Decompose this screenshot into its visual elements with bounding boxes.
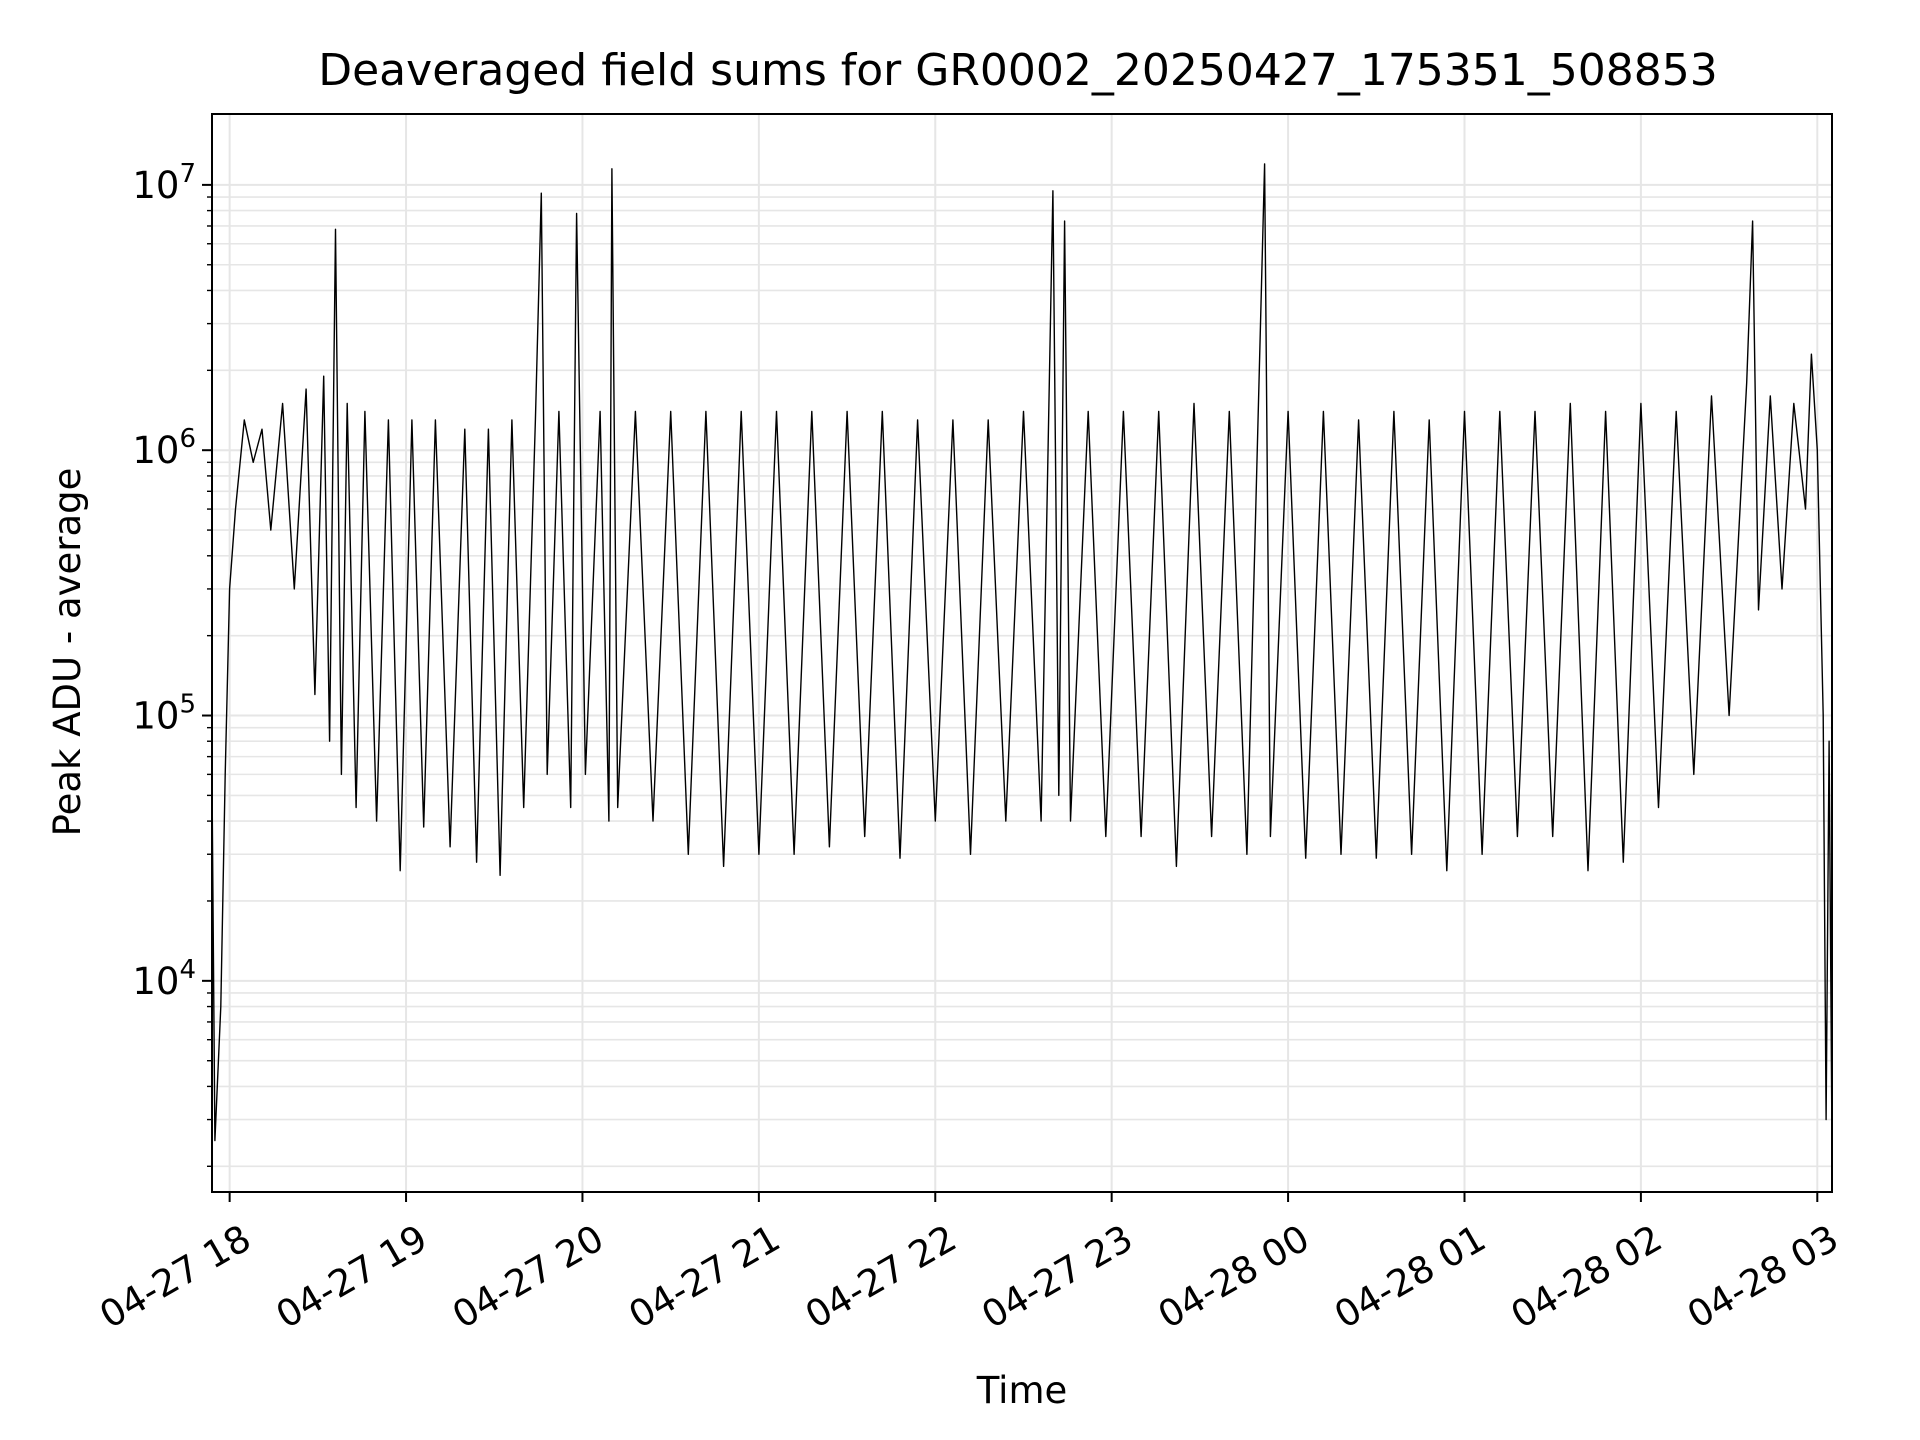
y-axis: 104 105 106 107 — [132, 159, 212, 1167]
x-axis-label: Time — [976, 1369, 1068, 1412]
y-axis-label: Peak ADU - average — [46, 468, 89, 837]
grid — [212, 114, 1832, 1192]
chart-title: Deaveraged field sums for GR0002_2025042… — [318, 45, 1718, 96]
y-tick-label: 106 — [132, 424, 196, 472]
y-tick-label: 105 — [132, 690, 196, 738]
y-tick-label: 104 — [132, 955, 196, 1003]
y-tick-label: 107 — [132, 159, 196, 207]
series-line — [211, 163, 1833, 1146]
plot-frame — [211, 113, 1833, 1193]
series-group — [211, 163, 1833, 1146]
